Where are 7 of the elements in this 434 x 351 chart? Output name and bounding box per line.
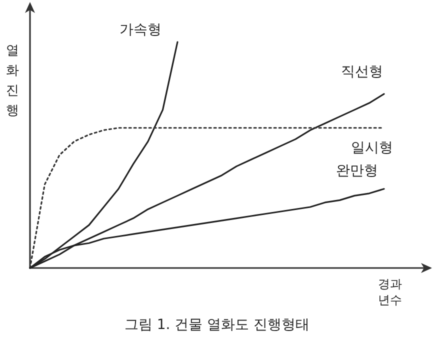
series-label: 완만형 <box>336 162 378 179</box>
series-label: 일시형 <box>351 140 393 156</box>
series-label: 가속형 <box>120 22 162 38</box>
y-axis-title: 열화진행 <box>6 42 19 118</box>
x-axis-title: 경과 년수 <box>378 277 402 307</box>
series-label: 직선형 <box>341 64 383 80</box>
caption: 그림 1. 건물 열화도 진행형태 <box>124 317 310 333</box>
